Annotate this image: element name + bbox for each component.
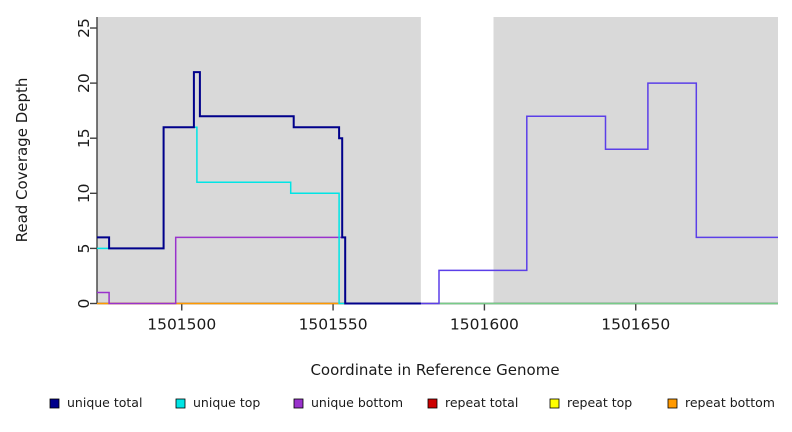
x-axis-title: Coordinate in Reference Genome xyxy=(310,361,559,379)
coverage-background-regions xyxy=(97,17,778,304)
x-tick-label: 1501500 xyxy=(147,316,216,334)
legend-swatch-repeat-top xyxy=(549,398,560,409)
legend-label-unique-bottom: unique bottom xyxy=(311,395,403,410)
legend-label-repeat-bottom: repeat bottom xyxy=(685,395,775,410)
legend-label-unique-total: unique total xyxy=(67,395,142,410)
y-axis-title: Read Coverage Depth xyxy=(13,78,31,243)
legend-swatch-unique-total xyxy=(49,398,60,409)
legend-swatch-unique-bottom xyxy=(293,398,304,409)
series-line-right-region-total xyxy=(351,82,778,305)
y-tick-label: 0 xyxy=(75,299,93,309)
coverage-region-1 xyxy=(493,17,778,304)
legend-label-repeat-total: repeat total xyxy=(445,395,518,410)
legend-swatch-repeat-total xyxy=(427,398,438,409)
legend-swatch-unique-top xyxy=(175,398,186,409)
y-tick-label: 10 xyxy=(75,183,93,203)
coverage-region-0 xyxy=(97,17,421,304)
legend-swatch-repeat-bottom xyxy=(667,398,678,409)
x-tick-label: 1501650 xyxy=(601,316,670,334)
x-tick-label: 1501600 xyxy=(450,316,519,334)
x-axis-ticks: 1501500 1501550 1501600 1501650 xyxy=(147,303,670,334)
y-tick-label: 5 xyxy=(75,243,93,253)
series-layer xyxy=(97,71,778,305)
y-tick-label: 25 xyxy=(75,18,93,38)
y-axis-ticks: 0 5 10 15 20 25 xyxy=(75,18,97,308)
series-line-unique-total xyxy=(97,71,421,305)
chart-legend: unique total unique top unique bottom repea… xyxy=(49,395,775,410)
legend-label-unique-top: unique top xyxy=(193,395,260,410)
legend-label-repeat-top: repeat top xyxy=(567,395,632,410)
y-tick-label: 20 xyxy=(75,73,93,93)
y-tick-label: 15 xyxy=(75,128,93,148)
x-tick-label: 1501550 xyxy=(299,316,368,334)
